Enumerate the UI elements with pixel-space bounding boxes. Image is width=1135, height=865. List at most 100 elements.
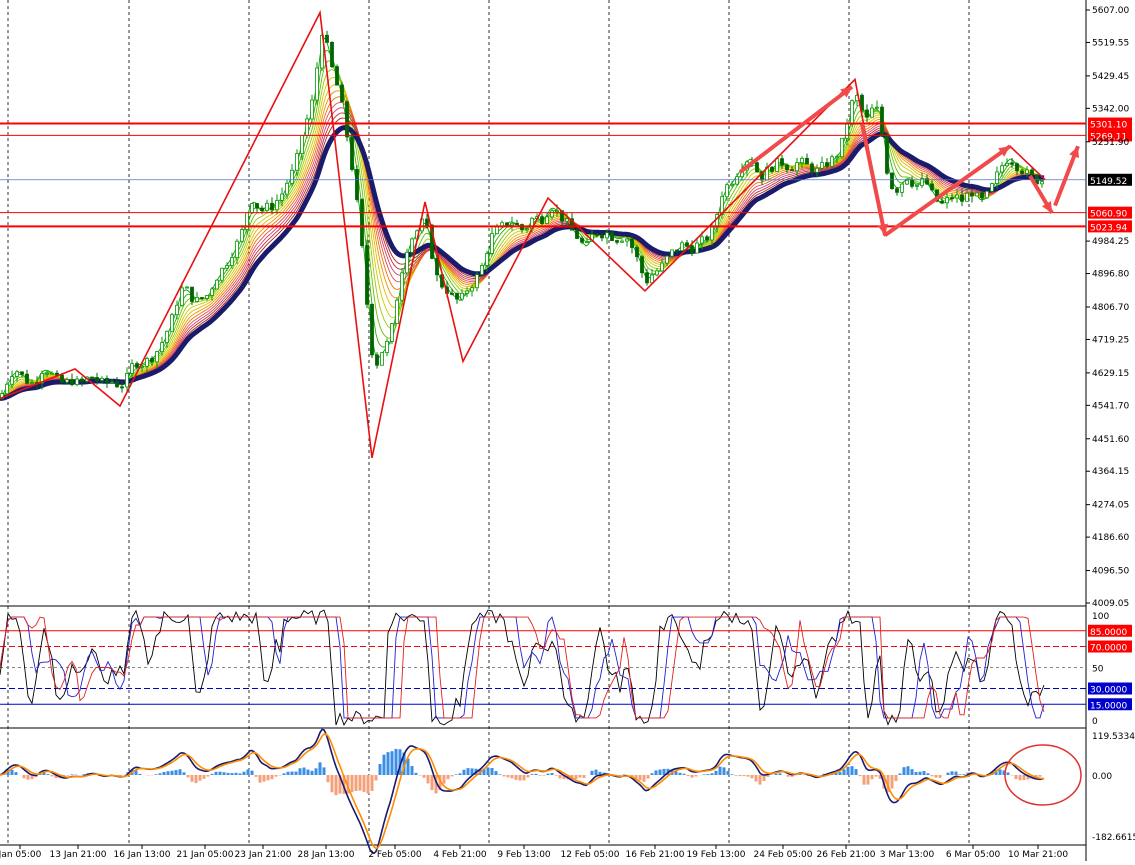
macd-bar	[1019, 775, 1022, 780]
candle-body	[1026, 170, 1029, 174]
macd-bar	[547, 774, 550, 775]
current-price-label: 5149.52	[1090, 177, 1127, 187]
price-tick-label: 4364.15	[1092, 467, 1129, 477]
macd-bar	[71, 774, 74, 775]
macd-bar	[491, 768, 494, 775]
candle-body	[66, 380, 69, 382]
price-tick-label: 4719.25	[1092, 335, 1129, 345]
macd-bar	[195, 775, 198, 783]
candle-body	[666, 256, 669, 263]
macd-bar	[447, 775, 450, 779]
macd-bar	[559, 775, 562, 778]
macd-bar	[167, 771, 170, 775]
candle-body	[361, 200, 364, 246]
candle-body	[96, 377, 99, 380]
macd-bar	[575, 775, 578, 779]
macd-bar	[683, 774, 686, 775]
candle-body	[136, 364, 139, 368]
candle-body	[691, 246, 694, 253]
price-tick-label: 5251.90	[1092, 138, 1129, 148]
macd-bar	[207, 775, 210, 777]
macd-bar	[735, 775, 738, 776]
macd-bar	[515, 775, 518, 780]
macd-bar	[875, 775, 878, 777]
macd-bar	[311, 771, 314, 775]
candle-body	[826, 163, 829, 167]
candle-body	[486, 253, 489, 265]
candle-body	[221, 268, 224, 280]
macd-bar	[915, 772, 918, 775]
macd-bar	[851, 766, 854, 775]
macd-bar	[139, 774, 142, 775]
candle-body	[481, 265, 484, 274]
macd-bar	[375, 775, 378, 780]
macd-bar	[507, 775, 510, 777]
candle-body	[636, 248, 639, 257]
macd-tick-label: 0.00	[1092, 772, 1112, 782]
candle-body	[541, 217, 544, 224]
candle-body	[916, 185, 919, 186]
candle-body	[671, 250, 674, 256]
price-tick-label: 4009.05	[1092, 599, 1129, 609]
macd-bar	[679, 773, 682, 775]
candle-body	[216, 280, 219, 289]
candle-body	[266, 203, 269, 210]
candle-body	[301, 136, 304, 154]
macd-bar	[11, 770, 14, 775]
candle-body	[866, 110, 869, 117]
stoch-tick-label: 0	[1092, 717, 1098, 727]
macd-bar	[895, 775, 898, 781]
candle-body	[931, 184, 934, 190]
price-tick-label: 4451.60	[1092, 435, 1129, 445]
candle-body	[736, 177, 739, 184]
macd-bar	[235, 773, 238, 775]
macd-bar	[863, 775, 866, 785]
macd-bar	[267, 775, 270, 780]
stoch-level-label: 15.0000	[1090, 701, 1127, 711]
macd-bar	[871, 775, 874, 779]
price-tick-label: 5342.00	[1092, 104, 1129, 114]
macd-bar	[247, 769, 250, 775]
time-tick-label: 16 Jan 13:00	[114, 850, 171, 860]
macd-bar	[859, 775, 862, 776]
macd-bar	[319, 762, 322, 775]
candle-body	[336, 67, 339, 85]
macd-bar	[579, 775, 582, 778]
candle-body	[821, 163, 824, 169]
macd-bar	[371, 775, 374, 791]
candle-body	[811, 164, 814, 172]
macd-bar	[951, 771, 954, 775]
macd-bar	[551, 773, 554, 775]
macd-bar	[191, 775, 194, 782]
macd-bar	[223, 772, 226, 775]
macd-bar	[727, 771, 730, 775]
candle-body	[16, 372, 19, 377]
macd-bar	[531, 774, 534, 775]
candle-body	[681, 243, 684, 251]
candle-body	[991, 183, 994, 191]
candle-body	[276, 200, 279, 209]
level-label: 5060.90	[1090, 210, 1127, 220]
candle-body	[456, 293, 459, 299]
stoch-level-label: 70.0000	[1090, 644, 1127, 654]
macd-bar	[511, 775, 514, 778]
candle-body	[151, 358, 154, 361]
candle-body	[756, 163, 759, 172]
candle-body	[156, 352, 159, 362]
macd-bar	[847, 767, 850, 775]
candle-body	[631, 239, 634, 247]
candle-body	[956, 195, 959, 198]
candle-body	[841, 138, 844, 156]
macd-bar	[855, 769, 858, 775]
macd-bar	[359, 775, 362, 791]
macd-bar	[715, 771, 718, 775]
macd-bar	[427, 775, 430, 783]
candle-body	[346, 102, 349, 137]
time-tick-label: 2 Feb 05:00	[368, 850, 422, 860]
candle-body	[506, 223, 509, 225]
candle-body	[611, 233, 614, 241]
candle-body	[781, 159, 784, 165]
level-label: 5023.94	[1090, 223, 1127, 233]
macd-bar	[459, 773, 462, 775]
macd-bar	[919, 772, 922, 775]
